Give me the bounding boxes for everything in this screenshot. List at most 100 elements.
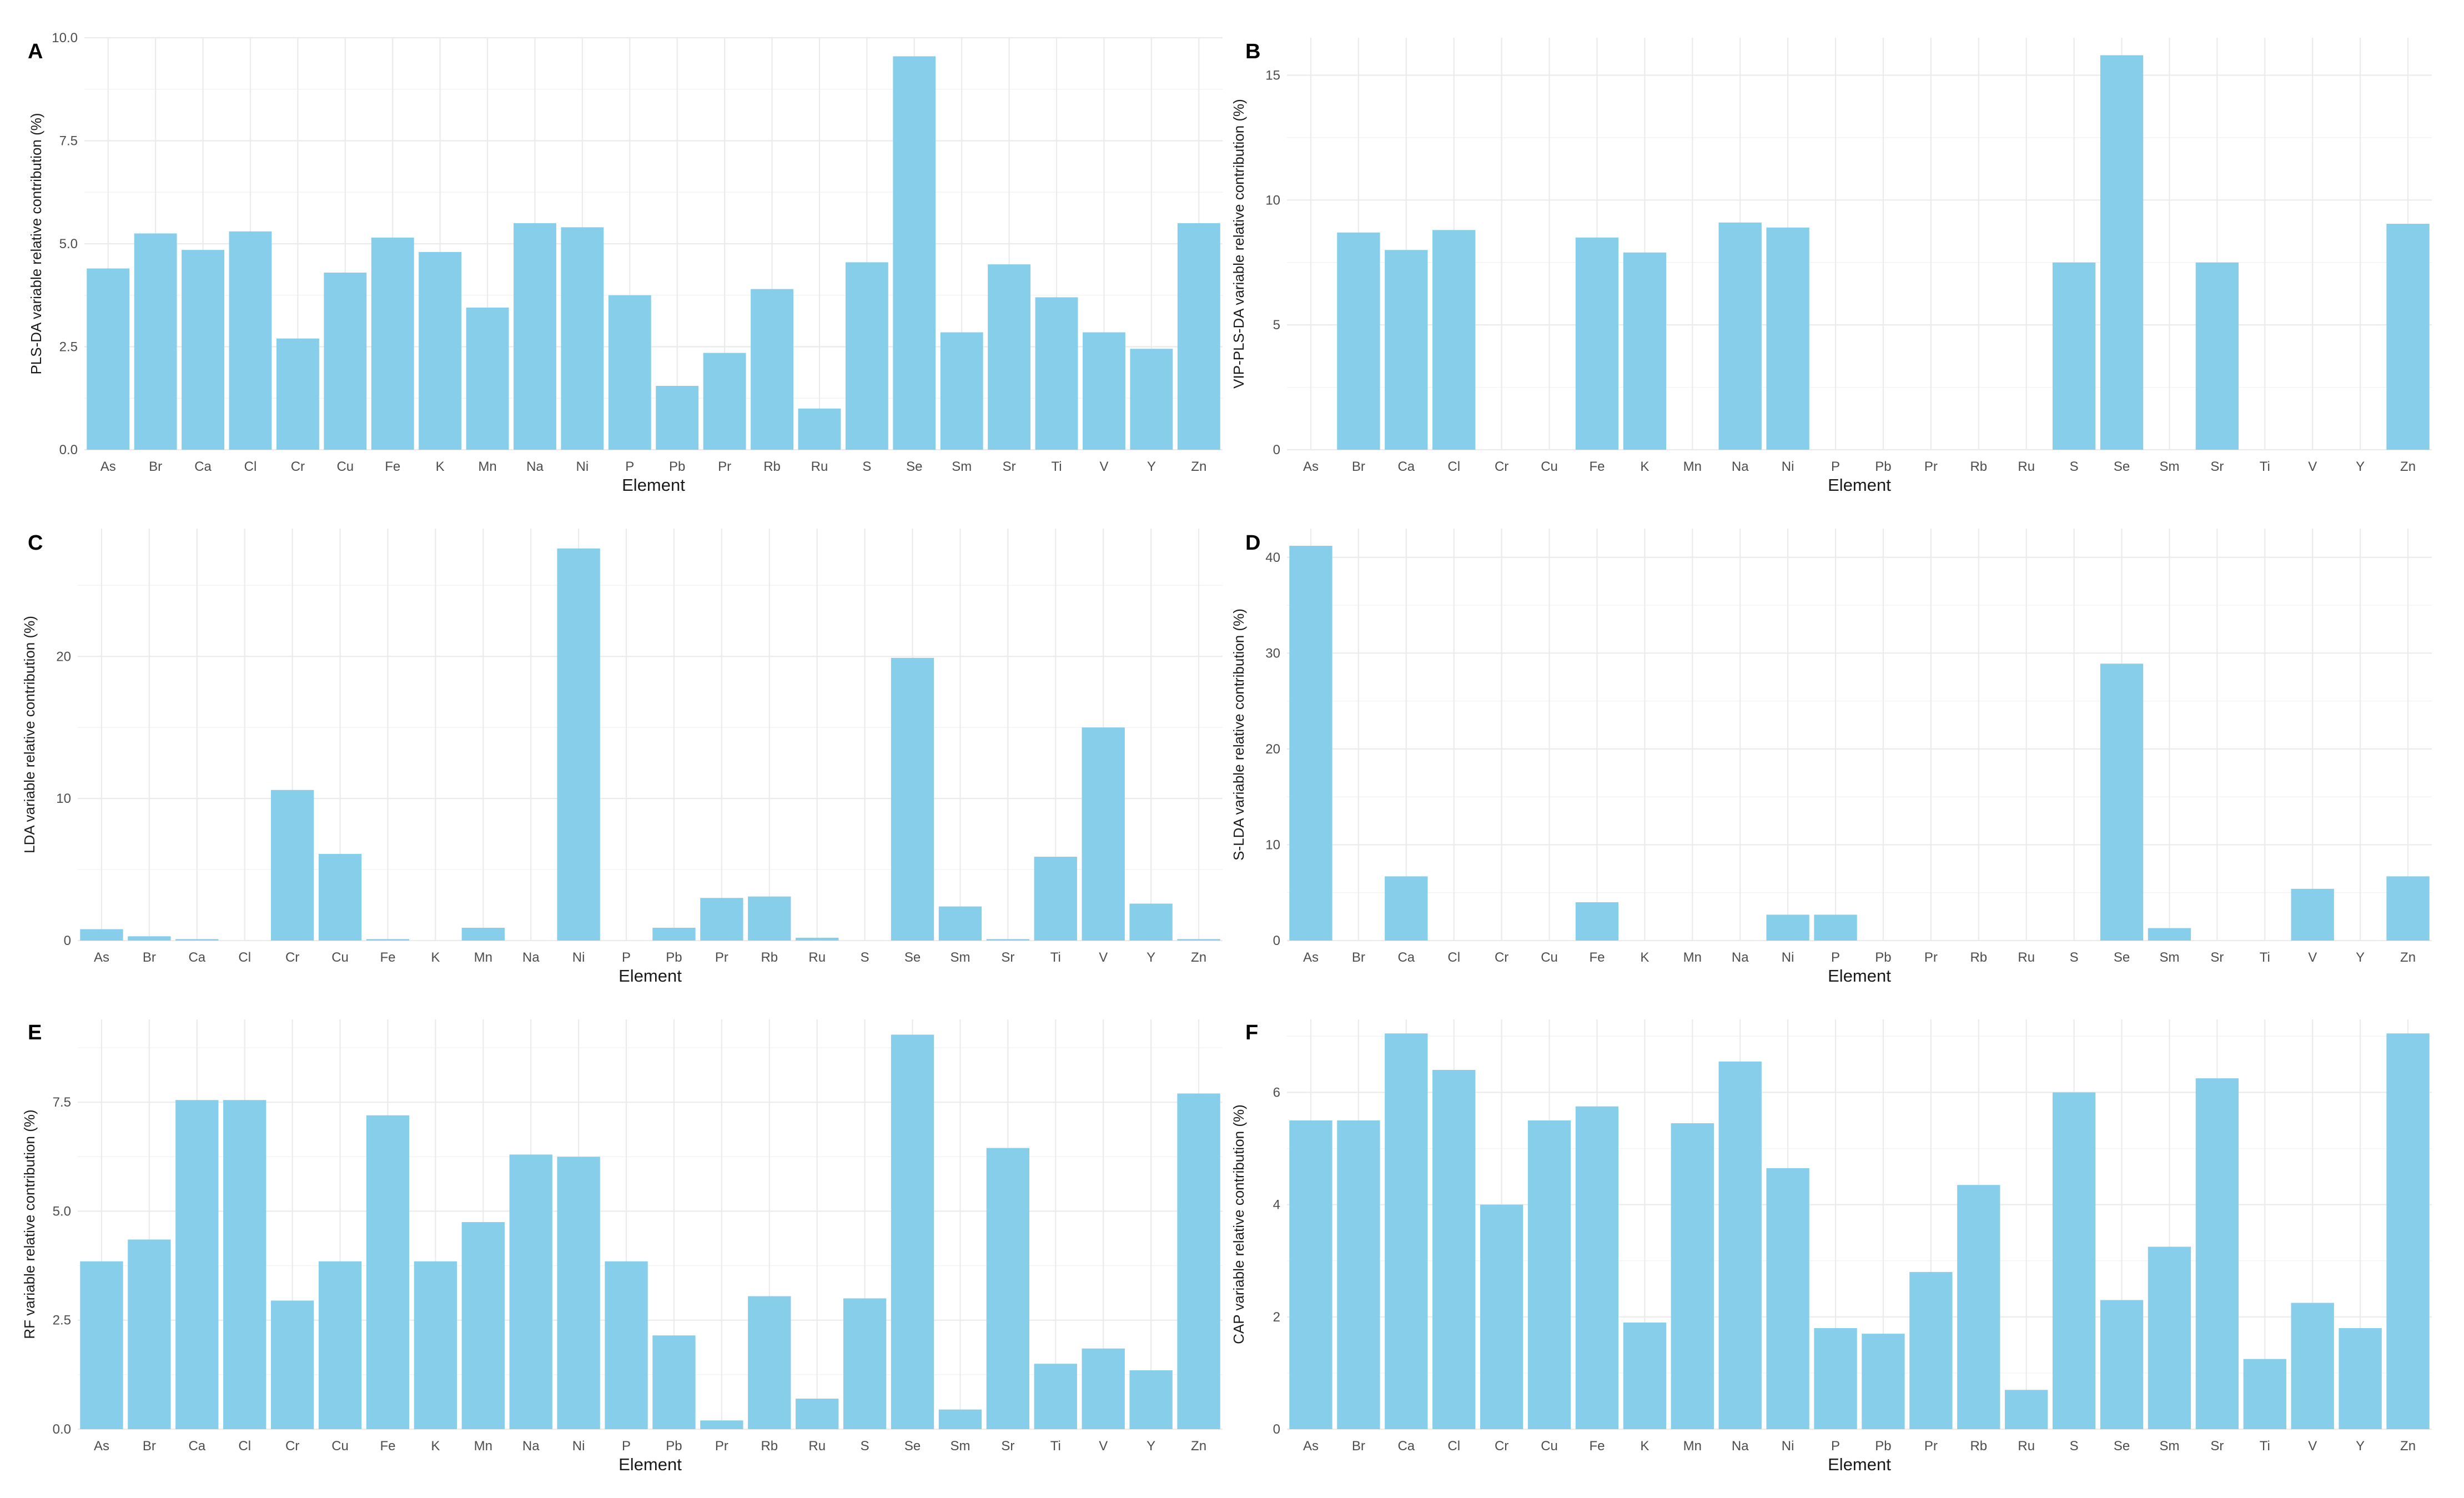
bar-c-y	[1129, 903, 1173, 941]
y-tick-label: 0.0	[53, 1422, 71, 1437]
x-tick-label: K	[1640, 950, 1649, 965]
x-tick-label: Sm	[950, 950, 970, 965]
x-tick-label: Na	[522, 1439, 540, 1454]
x-tick-label: Cu	[336, 459, 354, 474]
bar-c-sr	[986, 939, 1030, 941]
x-tick-label: P	[1831, 950, 1840, 965]
x-tick-label: Se	[904, 950, 921, 965]
x-tick-label: Pr	[718, 459, 731, 474]
y-axis-title: PLS-DA variable relative contribution (%…	[28, 113, 44, 374]
bar-c-rb	[748, 896, 791, 941]
x-tick-label: Br	[143, 950, 156, 965]
x-tick-label: Y	[2356, 950, 2365, 965]
y-tick-label: 0	[1273, 443, 1280, 458]
x-axis-title: Element	[1828, 1455, 1891, 1474]
bar-a-br	[134, 233, 177, 450]
x-tick-label: K	[436, 459, 445, 474]
x-tick-label: Y	[1147, 459, 1156, 474]
y-tick-label: 10	[56, 791, 71, 806]
x-tick-label: As	[100, 459, 116, 474]
x-tick-label: Sm	[2159, 1439, 2179, 1454]
y-axis-title: VIP-PLS-DA variable relative contributio…	[1230, 99, 1247, 389]
x-tick-label: V	[2308, 950, 2317, 965]
x-tick-label: Cr	[285, 1439, 299, 1454]
bar-e-br	[128, 1239, 171, 1429]
bar-f-sr	[2195, 1078, 2239, 1429]
x-tick-label: Ca	[194, 459, 212, 474]
x-tick-label: Br	[1352, 459, 1365, 474]
bar-d-zn	[2386, 876, 2430, 941]
x-tick-label: As	[1303, 1439, 1319, 1454]
x-tick-label: Cl	[1447, 950, 1460, 965]
bar-c-pb	[652, 927, 696, 941]
bar-c-mn	[461, 927, 505, 941]
bar-c-pr	[700, 898, 743, 941]
x-tick-label: Cl	[244, 459, 257, 474]
x-tick-label: Rb	[1970, 459, 1987, 474]
x-tick-label: Y	[1146, 950, 1155, 965]
bar-f-as	[1289, 1120, 1332, 1429]
x-tick-label: Zn	[1191, 1439, 1206, 1454]
x-tick-label: Se	[2114, 1439, 2130, 1454]
y-tick-label: 0	[1273, 933, 1280, 948]
x-tick-label: Fe	[1589, 1439, 1605, 1454]
bar-f-v	[2291, 1303, 2334, 1429]
x-tick-label: P	[625, 459, 634, 474]
x-tick-label: Zn	[1191, 459, 1206, 474]
x-tick-label: Pb	[666, 1439, 682, 1454]
bar-e-y	[1129, 1370, 1173, 1429]
x-tick-label: Pr	[1924, 1439, 1938, 1454]
x-tick-label: P	[622, 1439, 631, 1454]
bar-d-se	[2100, 663, 2144, 941]
bar-b-na	[1718, 222, 1762, 450]
bar-f-fe	[1575, 1106, 1619, 1429]
bar-e-fe	[366, 1115, 410, 1429]
x-tick-label: Pb	[669, 459, 685, 474]
panel-f: 0 2 4 6 As Br Ca Cl Cr Cu Fe K Mn Na Ni P Pb Pr Rb Ru S Se Sm S…	[1230, 1019, 2432, 1474]
bar-b-cl	[1432, 230, 1476, 450]
bar-f-mn	[1671, 1123, 1714, 1429]
x-tick-label: Zn	[2400, 950, 2416, 965]
bar-f-pr	[1909, 1271, 1953, 1429]
x-tick-label: Br	[143, 1439, 156, 1454]
x-tick-label: Mn	[1683, 1439, 1702, 1454]
bar-a-as	[87, 268, 130, 450]
bar-a-ti	[1035, 297, 1078, 450]
bar-a-cl	[229, 231, 272, 450]
bar-c-ca	[175, 939, 219, 941]
x-tick-label: Cr	[1495, 459, 1508, 474]
bar-c-as	[80, 929, 123, 941]
x-tick-label: Ca	[1397, 950, 1415, 965]
bar-f-ti	[2243, 1359, 2286, 1429]
x-tick-label: Ca	[1397, 1439, 1415, 1454]
x-axis-title: Element	[1828, 966, 1891, 986]
y-axis-title: CAP variable relative contribution (%)	[1230, 1104, 1247, 1344]
panel-letter: F	[1245, 1021, 1258, 1044]
x-tick-label: V	[1099, 1439, 1108, 1454]
bar-f-na	[1718, 1061, 1762, 1429]
bar-e-v	[1082, 1348, 1125, 1429]
x-tick-label: Pr	[715, 1439, 728, 1454]
x-tick-label: Pb	[1875, 950, 1891, 965]
x-tick-label: S	[861, 1439, 869, 1454]
bar-b-s	[2052, 262, 2096, 450]
x-tick-label: Ti	[2260, 459, 2270, 474]
bar-e-zn	[1177, 1093, 1220, 1429]
bar-a-p	[608, 295, 651, 450]
panel-letter: B	[1245, 40, 1260, 63]
y-tick-label: 7.5	[59, 134, 78, 149]
bar-d-ca	[1385, 876, 1428, 941]
x-axis-title: Element	[622, 475, 685, 495]
panel-letter: D	[1245, 531, 1260, 555]
bar-a-zn	[1177, 223, 1220, 450]
y-tick-label: 5	[1273, 318, 1280, 333]
x-tick-label: P	[622, 950, 631, 965]
y-tick-label: 0	[1273, 1422, 1280, 1437]
x-tick-label: Ni	[572, 1439, 585, 1454]
x-tick-label: Se	[904, 1439, 921, 1454]
bar-c-ru	[796, 937, 839, 941]
bar-a-pr	[703, 353, 746, 450]
x-tick-label: Fe	[1589, 950, 1605, 965]
bar-a-ca	[182, 250, 224, 450]
y-tick-label: 5.0	[53, 1204, 71, 1219]
